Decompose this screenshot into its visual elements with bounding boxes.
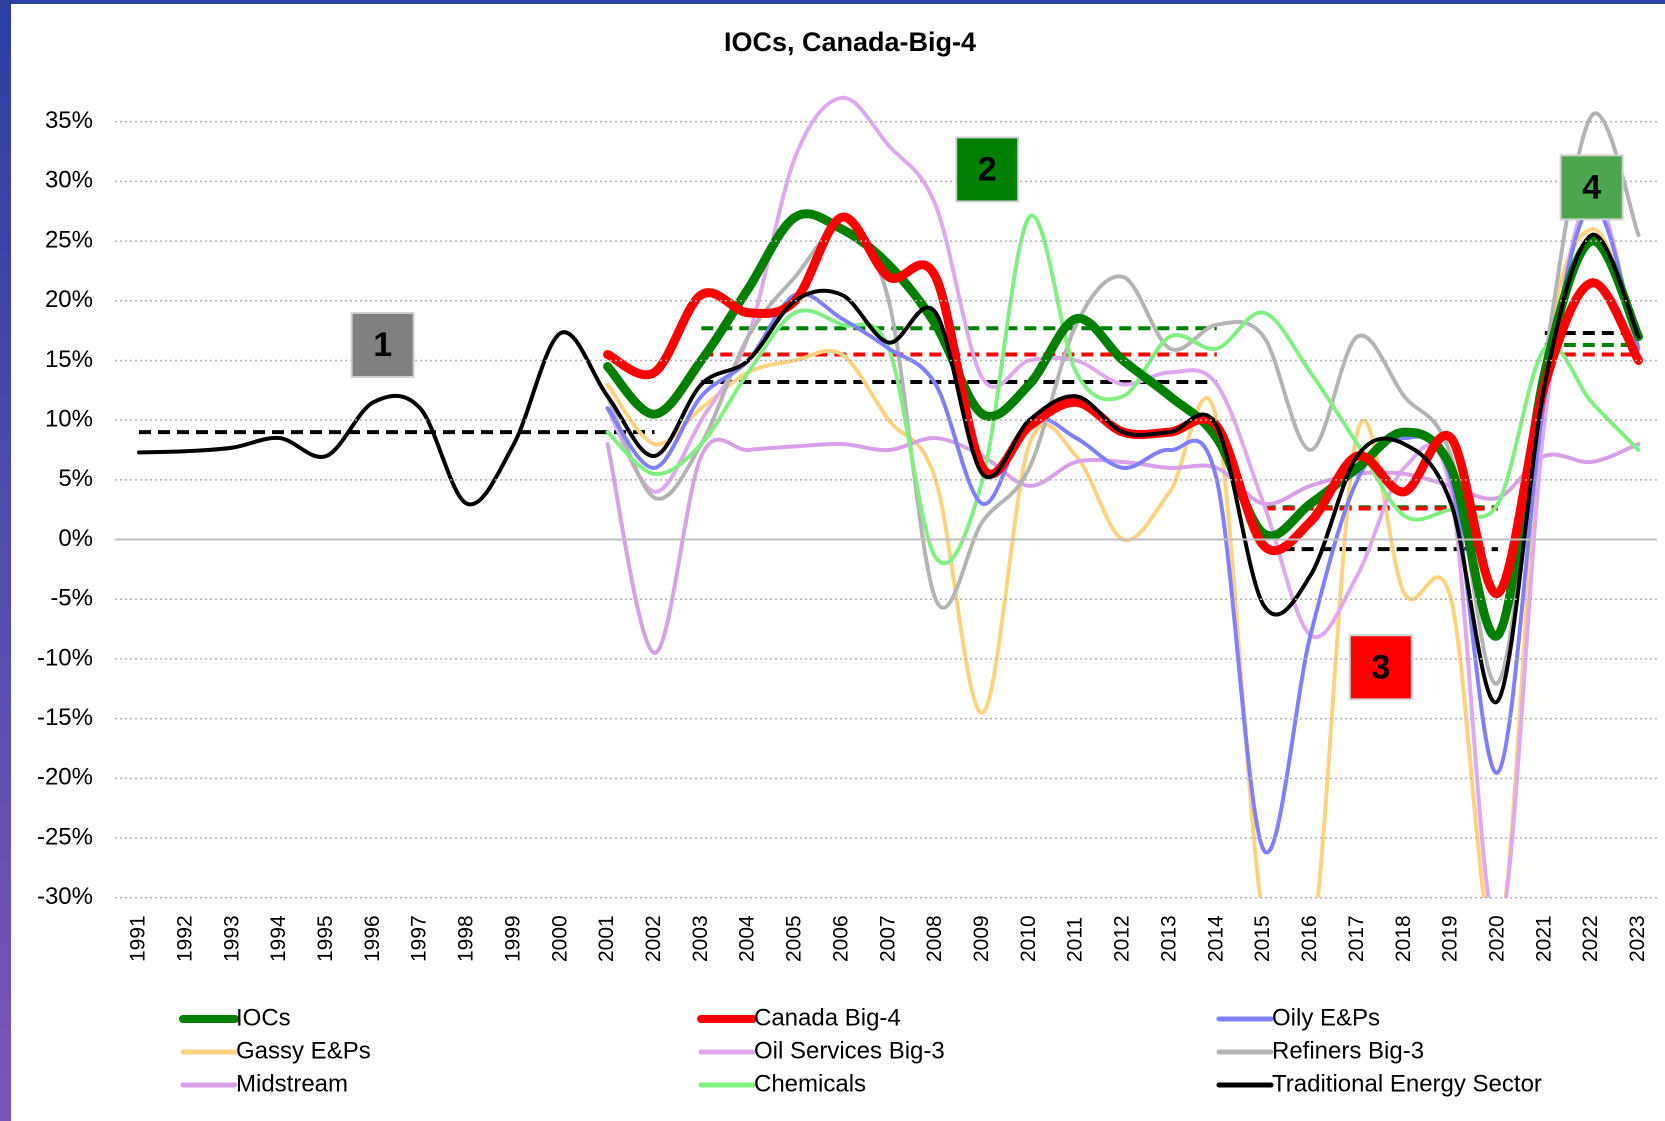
x-tick-label: 1993 (220, 915, 243, 962)
y-tick-label: -30% (37, 883, 93, 910)
annotation-label: 1 (373, 326, 392, 364)
legend-label: Canada Big-4 (754, 1004, 901, 1031)
annotation-box (1348, 634, 1413, 701)
x-tick-label: 1999 (501, 915, 524, 962)
x-tick-label: 2009 (970, 915, 993, 962)
annotation-label: 4 (1582, 168, 1601, 206)
y-tick-label: 20% (45, 286, 93, 313)
x-tick-label: 2021 (1532, 915, 1555, 962)
x-tick-label: 2017 (1345, 915, 1368, 962)
x-tick-label: 1994 (267, 915, 290, 962)
x-tick-label: 2004 (736, 915, 759, 962)
x-tick-label: 1996 (361, 915, 384, 962)
x-tick-label: 2005 (783, 915, 806, 962)
y-tick-label: -10% (37, 644, 93, 671)
x-tick-label: 2008 (923, 915, 946, 962)
x-tick-label: 2015 (1251, 915, 1274, 962)
legend-label: IOCs (236, 1004, 291, 1031)
x-tick-label: 1991 (127, 915, 150, 962)
y-tick-label: 15% (45, 346, 93, 373)
annotation-box (350, 311, 415, 378)
x-tick-label: 2010 (1017, 915, 1040, 962)
legend-label: Midstream (236, 1070, 348, 1097)
chart-title: IOCs, Canada-Big-4 (724, 27, 976, 57)
x-tick-label: 1998 (455, 915, 478, 962)
x-tick-label: 1995 (314, 915, 337, 962)
x-tick-label: 2012 (1111, 915, 1134, 962)
y-tick-label: -5% (50, 585, 93, 612)
x-tick-label: 1992 (173, 915, 196, 962)
x-tick-label: 2006 (829, 915, 852, 962)
series-line (605, 227, 1641, 898)
y-tick-label: 35% (45, 107, 93, 134)
legend-label: Traditional Energy Sector (1272, 1070, 1542, 1097)
series-line (605, 111, 1641, 686)
series-line (603, 209, 1644, 641)
x-tick-label: 1997 (408, 915, 431, 962)
x-tick-label: 2000 (548, 915, 571, 962)
x-tick-label: 2003 (689, 915, 712, 962)
legend-label: Oil Services Big-3 (754, 1037, 945, 1064)
legend-label: Gassy E&Ps (236, 1037, 371, 1064)
annotation-label: 3 (1371, 648, 1390, 686)
series-line (605, 203, 1641, 855)
x-tick-label: 2002 (642, 915, 665, 962)
x-tick-label: 2001 (595, 915, 618, 962)
x-tick-label: 2022 (1579, 915, 1602, 962)
x-tick-label: 2018 (1392, 915, 1415, 962)
y-tick-label: 0% (58, 525, 93, 552)
x-tick-label: 2013 (1157, 915, 1180, 962)
y-tick-label: -15% (37, 704, 93, 731)
x-tick-label: 2011 (1064, 917, 1087, 962)
legend-label: Refiners Big-3 (1272, 1037, 1424, 1064)
series-line (137, 233, 1641, 705)
x-tick-label: 2014 (1204, 915, 1227, 962)
x-tick-label: 2019 (1439, 915, 1462, 962)
legend-label: Oily E&Ps (1272, 1004, 1380, 1031)
y-tick-label: 25% (45, 226, 93, 253)
annotation-box (955, 136, 1020, 203)
y-tick-label: -25% (37, 823, 93, 850)
plot-area (137, 95, 1644, 898)
legend-label: Chemicals (754, 1070, 866, 1097)
x-tick-label: 2023 (1626, 915, 1649, 962)
series-line (605, 95, 1641, 898)
y-tick-label: 30% (45, 167, 93, 194)
annotation-label: 2 (978, 150, 997, 188)
x-tick-label: 2020 (1485, 915, 1508, 962)
y-tick-label: 5% (58, 465, 93, 492)
x-tick-label: 2016 (1298, 915, 1321, 962)
x-tick-label: 2007 (876, 915, 899, 962)
y-tick-label: 10% (45, 406, 93, 433)
annotation-box (1559, 154, 1624, 221)
chart-frame (11, 4, 1665, 1121)
y-tick-label: -20% (37, 764, 93, 791)
